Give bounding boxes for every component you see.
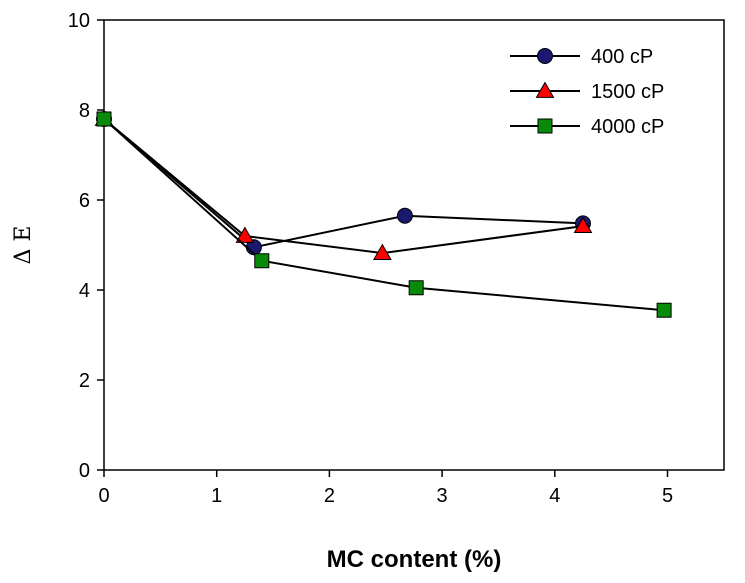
x-tick-label: 2 xyxy=(324,485,335,507)
x-tick-label: 5 xyxy=(662,485,673,507)
data-point xyxy=(254,253,270,269)
plot-area-frame xyxy=(103,19,725,471)
series-line xyxy=(103,118,665,312)
axes xyxy=(103,19,725,471)
data-point xyxy=(235,226,255,243)
x-axis-label: MC content (%) xyxy=(327,546,502,573)
series-layer xyxy=(94,109,672,318)
legend-marker xyxy=(535,81,555,98)
legend-label: 400 cP xyxy=(591,46,653,68)
series-line xyxy=(103,118,584,255)
y-tick-label: 6 xyxy=(79,190,90,212)
legend-item: 4000 cP xyxy=(510,116,664,138)
data-point xyxy=(656,302,672,318)
y-tick-label: 4 xyxy=(79,280,90,302)
x-tick-label: 0 xyxy=(98,485,109,507)
y-tick-label: 2 xyxy=(79,370,90,392)
y-axis-ticks: 0 2 4 6 8 10 xyxy=(68,10,104,482)
y-tick-label: 0 xyxy=(79,460,90,482)
legend-marker xyxy=(537,48,553,64)
series-400-cp xyxy=(96,111,591,256)
data-point xyxy=(396,207,413,224)
data-point xyxy=(96,111,112,127)
legend: 400 cP 1500 cP 4000 cP xyxy=(510,46,664,138)
series-line xyxy=(103,118,584,249)
x-tick-label: 1 xyxy=(211,485,222,507)
data-point xyxy=(373,243,392,260)
x-axis-ticks: 0 1 2 3 4 5 xyxy=(98,470,673,507)
y-tick-label: 8 xyxy=(79,100,90,122)
legend-label: 1500 cP xyxy=(591,81,664,103)
y-axis-label: Δ E xyxy=(11,226,36,265)
series-1500-cp xyxy=(94,109,593,260)
legend-label: 4000 cP xyxy=(591,116,664,138)
x-tick-label: 3 xyxy=(437,485,448,507)
legend-item: 400 cP xyxy=(510,46,653,68)
data-point xyxy=(573,216,593,233)
legend-item: 1500 cP xyxy=(510,81,664,103)
legend-marker xyxy=(537,118,553,134)
series-4000-cp xyxy=(96,111,672,318)
y-tick-label: 10 xyxy=(68,10,90,32)
x-tick-label: 4 xyxy=(549,485,560,507)
data-point xyxy=(408,280,424,296)
